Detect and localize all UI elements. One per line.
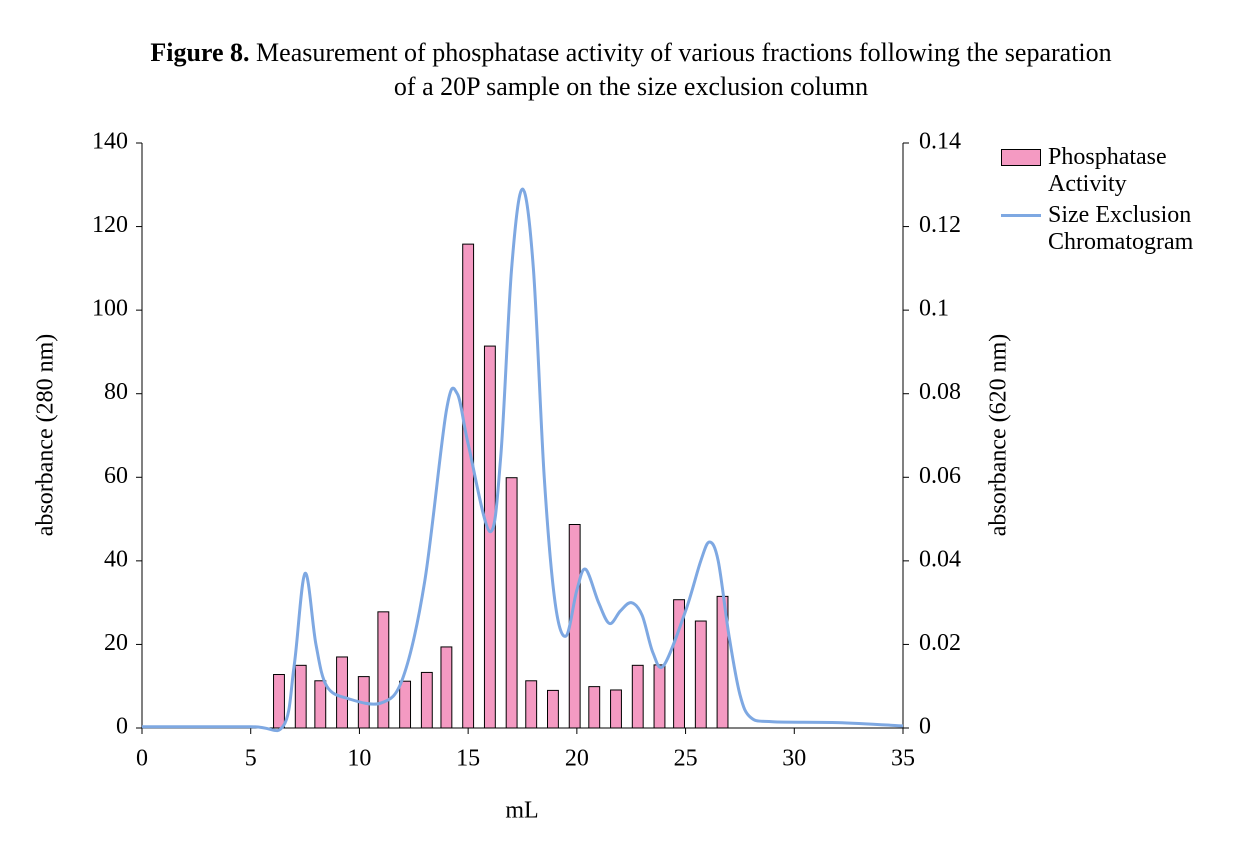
bar: [547, 689, 559, 729]
bar: [399, 680, 412, 729]
y-tick-label: 40: [104, 546, 128, 572]
y2-tick-label: 0.12: [919, 212, 961, 238]
x-tick-label: 30: [782, 746, 806, 772]
x-tick-label: 15: [456, 746, 480, 772]
x-tick-label: 5: [245, 746, 257, 772]
x-tick-label: 10: [347, 746, 371, 772]
y2-axis-label: absorbance (620 nm): [986, 334, 1012, 537]
bar: [420, 671, 433, 729]
bar: [462, 243, 475, 729]
bar: [294, 664, 307, 729]
bar: [314, 680, 327, 729]
title-label: Figure 8.: [150, 38, 250, 67]
y-tick-label: 100: [92, 296, 128, 322]
y2-tick-label: 0.06: [919, 463, 961, 489]
legend-swatch: [1001, 149, 1041, 166]
x-tick-label: 35: [891, 746, 915, 772]
y-tick-label: 120: [92, 212, 128, 238]
legend-label: Size Exclusion Chromatogram: [1048, 202, 1194, 255]
y2-tick-label: 0: [919, 714, 931, 740]
legend-label: Phosphatase Activity: [1048, 144, 1167, 197]
bar: [525, 680, 538, 729]
x-tick-label: 20: [565, 746, 589, 772]
y2-tick-label: 0.08: [919, 379, 961, 405]
y2-tick-label: 0.14: [919, 129, 961, 155]
bar: [336, 656, 348, 729]
bar: [440, 646, 453, 729]
y2-tick-label: 0.04: [919, 546, 961, 572]
line: [141, 187, 904, 733]
x-axis-label: mL: [505, 798, 538, 824]
legend-swatch: [1001, 214, 1041, 217]
chart-title: Figure 8. Measurement of phosphatase act…: [141, 36, 1121, 104]
x-tick-label: 25: [674, 746, 698, 772]
bar: [653, 664, 666, 729]
legend-item: Phosphatase Activity: [998, 144, 1233, 198]
y2-tick-label: 0.1: [919, 296, 949, 322]
y-axis-label: absorbance (280 nm): [33, 334, 59, 537]
bar: [483, 345, 496, 729]
bar: [505, 477, 518, 729]
bar: [694, 620, 707, 729]
bar: [610, 689, 622, 729]
y-tick-label: 0: [116, 714, 128, 740]
bar: [673, 599, 685, 729]
y-tick-label: 140: [92, 129, 128, 155]
y-tick-label: 20: [104, 630, 128, 656]
title-text: Measurement of phosphatase activity of v…: [256, 38, 1112, 101]
bar: [273, 674, 285, 729]
y2-tick-label: 0.02: [919, 630, 961, 656]
bar: [588, 686, 601, 729]
y-tick-label: 80: [104, 379, 128, 405]
y-tick-label: 60: [104, 463, 128, 489]
legend: Phosphatase Activity Size Exclusion Chrom…: [998, 144, 1233, 260]
x-tick-label: 0: [136, 746, 148, 772]
legend-item: Size Exclusion Chromatogram: [998, 202, 1233, 256]
bar: [377, 611, 390, 729]
bar: [631, 664, 644, 729]
